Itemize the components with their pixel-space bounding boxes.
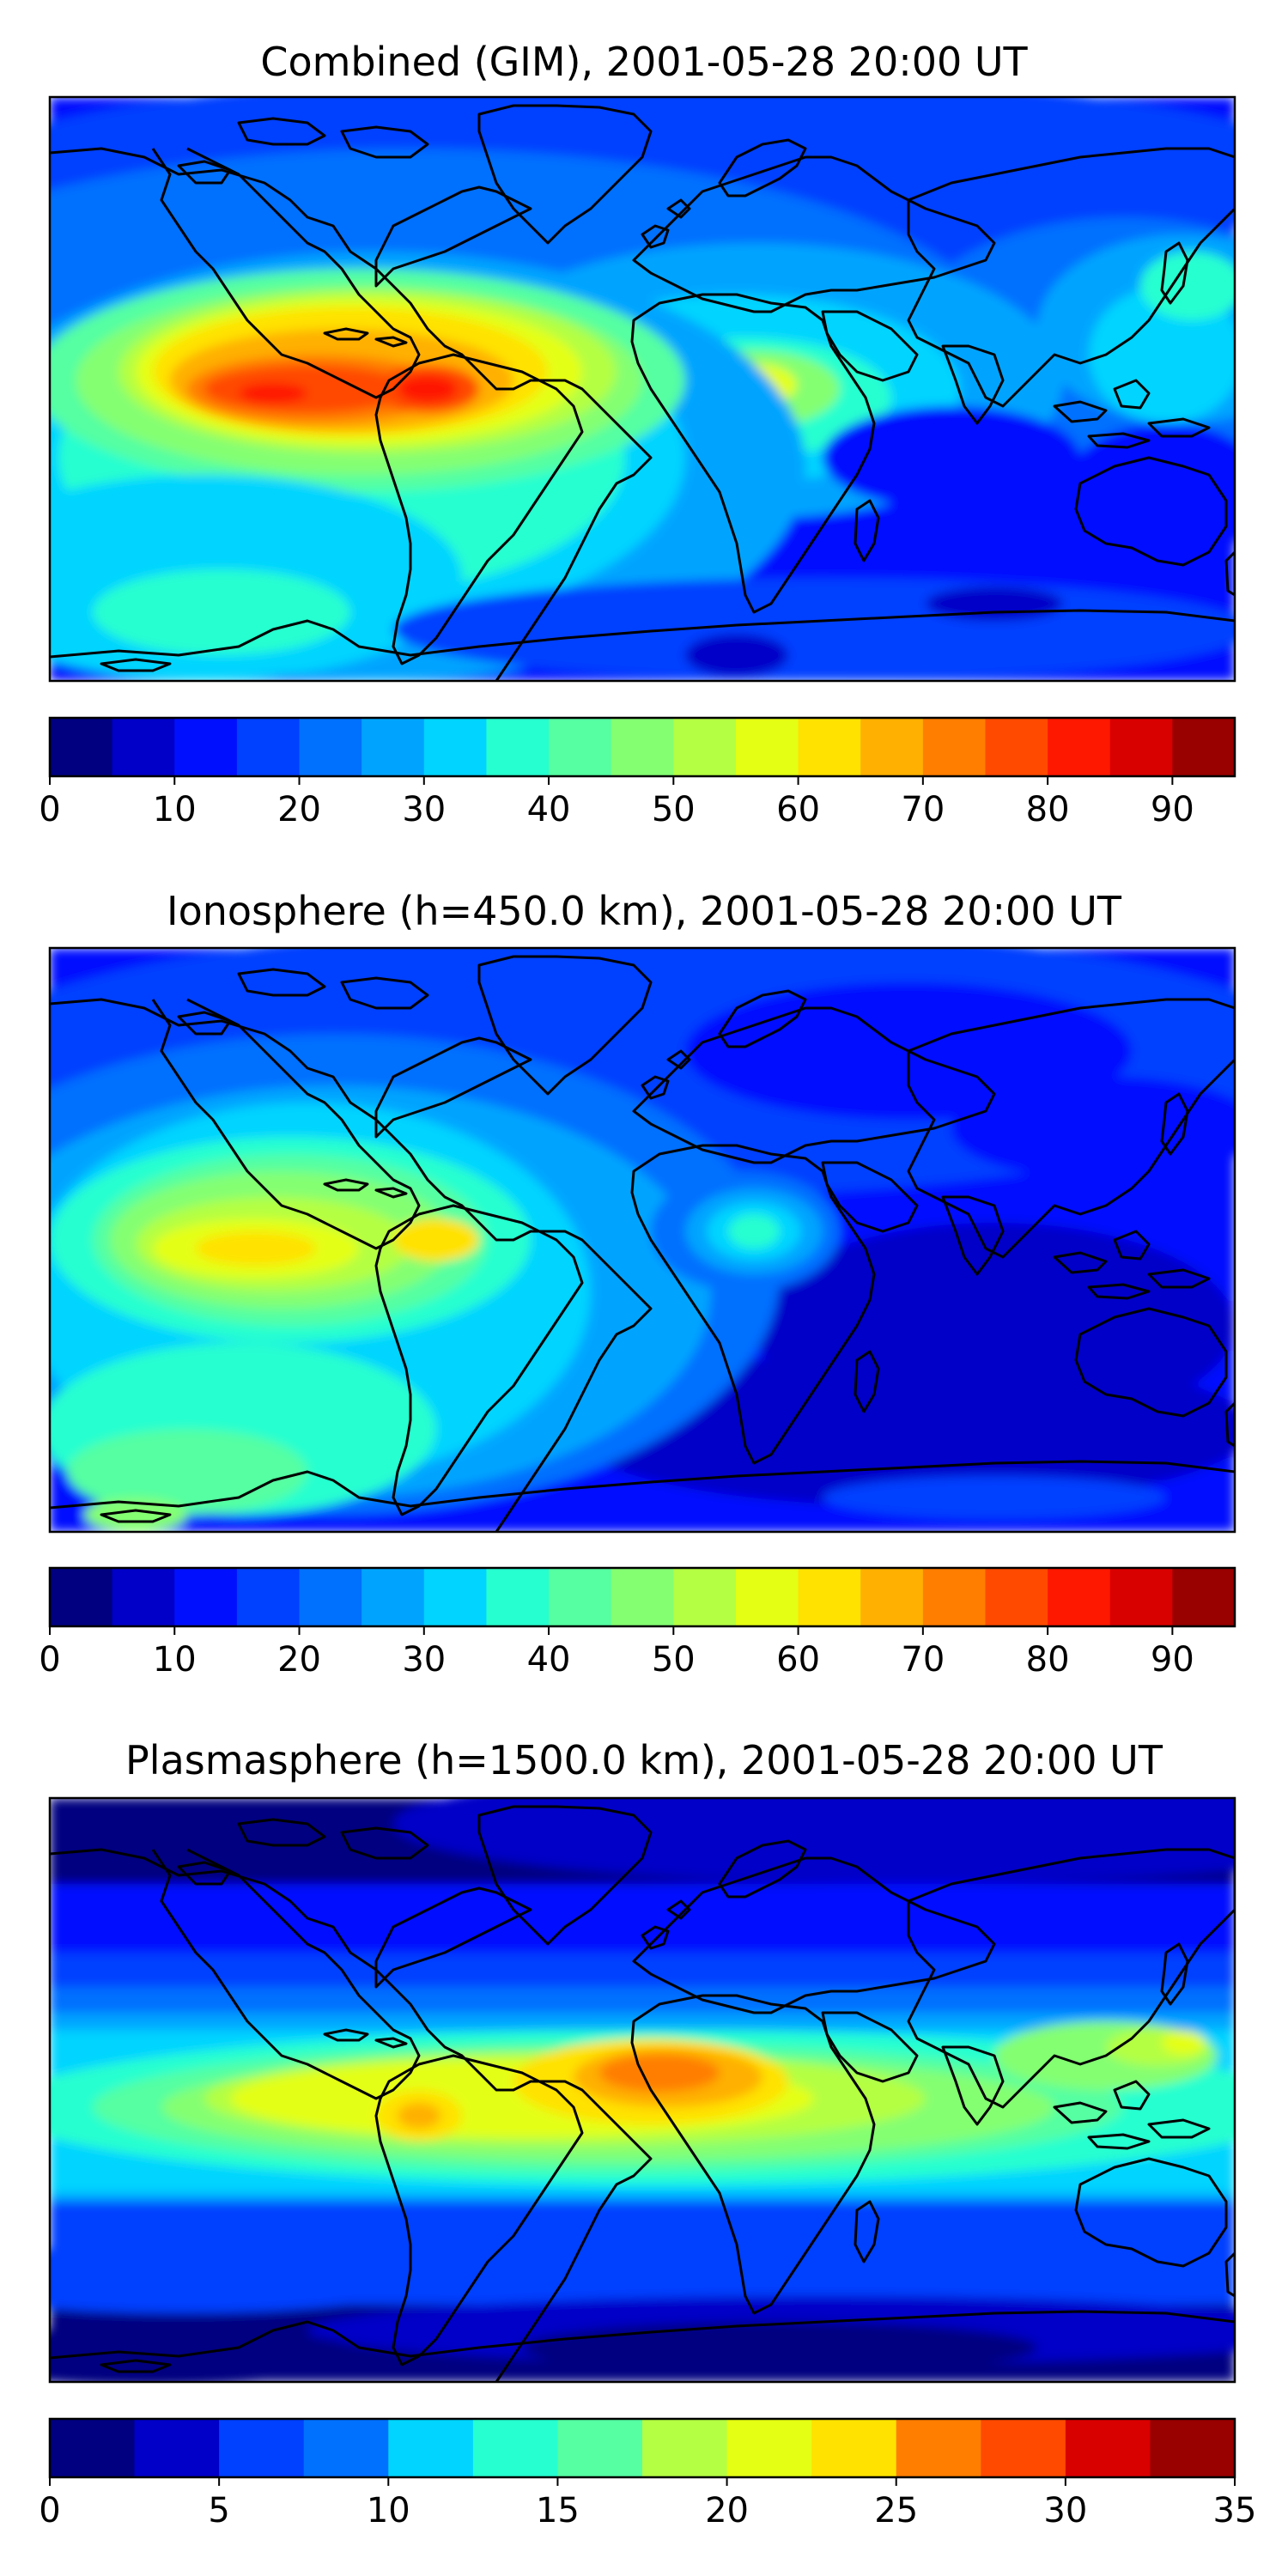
colorbar-segment [922,1568,987,1626]
colorbar-2: 0 10 20 30 40 50 60 70 80 90 [39,1566,1236,1680]
colorbar-segment [922,718,987,776]
colorbar-segment [303,2419,389,2477]
colorbar-segment [726,2419,812,2477]
colorbar-segment [174,718,238,776]
colorbar-segment [735,718,799,776]
colorbar-tick-label: 10 [153,790,197,829]
colorbar-segment [611,1568,674,1626]
colorbar-1: 0 10 20 30 40 50 60 70 80 90 [39,716,1236,829]
colorbar-segment [299,1568,362,1626]
colorbar-tick-label: 20 [277,790,321,829]
colorbar-tick-label: 60 [776,1640,820,1680]
colorbar-frame [48,2417,1236,2479]
colorbar-tick-label: 5 [208,2491,229,2530]
colorbar-segment [112,1568,175,1626]
colorbar-tick-label: 10 [153,1640,197,1680]
map-panel-1 [48,95,1236,683]
colorbar-segment [981,2419,1066,2477]
panel-1-title: Combined (GIM), 2001-05-28 20:00 UT [260,39,1028,85]
colorbar-tick-label: 80 [1026,1640,1070,1680]
colorbar-segment [361,718,425,776]
colorbar-segment [798,1568,861,1626]
colorbar-frame [48,716,1236,778]
colorbar-segment [472,2419,559,2477]
colorbar-segment [50,1568,113,1626]
colorbar-segment [50,718,113,776]
colorbar-segment [1109,718,1173,776]
colorbar-segment [486,1568,550,1626]
colorbar-segment [1172,718,1236,776]
colorbar-segment [1065,2419,1151,2477]
colorbar-segment [219,2419,305,2477]
colorbar-segment [549,1568,612,1626]
colorbar-segment [1048,718,1111,776]
colorbar-3: 0 5 10 15 20 25 30 35 [39,2417,1257,2530]
colorbar-tick-label: 0 [39,790,60,829]
colorbar-segment [236,718,301,776]
colorbar-segment [860,1568,924,1626]
colorbar-segment [611,718,674,776]
colorbar-segment [642,2419,728,2477]
colorbar-segment [549,718,612,776]
colorbar-segment [50,2419,136,2477]
colorbar-segment [112,718,175,776]
colorbar-segment [361,1568,425,1626]
colorbar-segment [388,2419,474,2477]
colorbar-tick-label: 90 [1151,1640,1194,1680]
colorbar-segment [299,718,362,776]
colorbar-tick-label: 35 [1213,2491,1257,2530]
colorbar-tick-label: 80 [1026,790,1070,829]
colorbar-segment [798,718,861,776]
colorbar-tick-label: 0 [39,2491,60,2530]
colorbar-segment [735,1568,799,1626]
colorbar-tick-label: 15 [536,2491,580,2530]
colorbar-segment [174,1568,238,1626]
colorbar-tick-label: 25 [874,2491,918,2530]
colorbar-tick-label: 50 [652,790,696,829]
colorbar-segment [811,2419,897,2477]
colorbar-segment [1048,1568,1111,1626]
colorbar-tick-label: 20 [277,1640,321,1680]
colorbar-tick-label: 70 [901,790,945,829]
colorbar-tick-label: 30 [402,790,446,829]
colorbar-tick-label: 30 [1043,2491,1087,2530]
map-panel-2 [48,946,1236,1534]
colorbar-tick-label: 40 [527,790,571,829]
colorbar-tick-label: 90 [1151,790,1194,829]
colorbar-segment [557,2419,643,2477]
colorbar-segment [486,718,550,776]
colorbar-segment [1150,2419,1236,2477]
colorbar-tick-label: 30 [402,1640,446,1680]
colorbar-segment [985,1568,1048,1626]
colorbar-tick-label: 20 [705,2491,749,2530]
colorbar-tick-label: 0 [39,1640,60,1680]
colorbar-tick-label: 60 [776,790,820,829]
colorbar-segment [860,718,924,776]
colorbar-tick-label: 40 [527,1640,571,1680]
colorbar-segment [1109,1568,1173,1626]
colorbar-segment [673,718,737,776]
panel-2-title: Ionosphere (h=450.0 km), 2001-05-28 20:0… [167,888,1121,934]
colorbar-frame [48,1566,1236,1628]
map-panel-3 [48,1796,1236,2384]
colorbar-segment [673,1568,737,1626]
colorbar-segment [896,2419,981,2477]
colorbar-tick-label: 10 [367,2491,410,2530]
colorbar-segment [1172,1568,1236,1626]
colorbar-segment [236,1568,301,1626]
colorbar-segment [423,718,488,776]
colorbar-tick-label: 70 [901,1640,945,1680]
panel-3-title: Plasmasphere (h=1500.0 km), 2001-05-28 2… [125,1737,1163,1783]
colorbar-tick-label: 50 [652,1640,696,1680]
colorbar-segment [423,1568,488,1626]
colorbar-segment [985,718,1048,776]
colorbar-segment [134,2419,220,2477]
